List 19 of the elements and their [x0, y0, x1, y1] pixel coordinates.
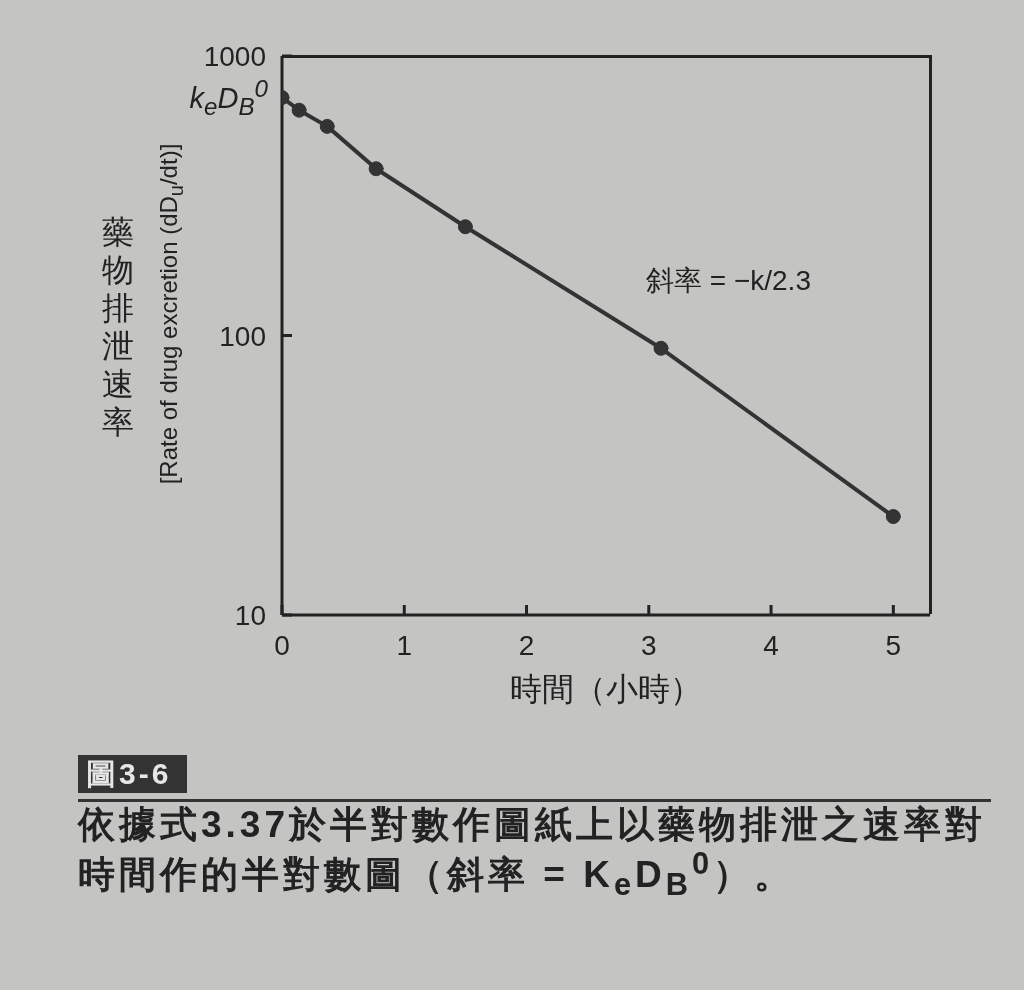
annotation: 斜率 = −k/2.3: [646, 264, 811, 298]
text: 依據式3.37於半對數作圖紙上以藥物排泄之速率對時間作的半對數圖（斜率 = K$_{e}$D$_{B}$$^{0}$）。: [78, 803, 987, 903]
x-tick-label: 5: [885, 629, 902, 661]
x-axis-title: 時間（小時）: [509, 670, 703, 709]
point: [291, 102, 307, 118]
caption: 圖3-6: [78, 755, 188, 793]
x-tick-label: 0: [274, 629, 290, 661]
point: [457, 219, 473, 235]
x-tick-label: 2: [518, 629, 535, 661]
x-tick-label: 1: [396, 629, 413, 661]
x-tick-label: 3: [641, 629, 657, 661]
point: [319, 118, 335, 134]
x-tick-label: 4: [763, 629, 779, 661]
point: [885, 509, 901, 525]
y-tick-label: 10: [234, 599, 266, 631]
point: [368, 161, 384, 177]
y-tick-label: 1000: [203, 40, 266, 72]
y-tick-label: 100: [219, 320, 266, 351]
point: [653, 340, 669, 356]
